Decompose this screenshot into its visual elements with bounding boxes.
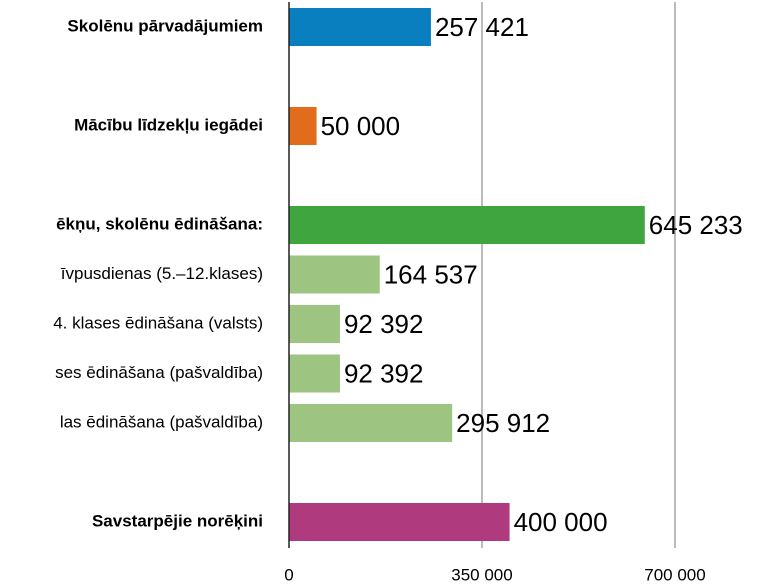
bar <box>289 404 453 442</box>
value-label: 400 000 <box>514 507 608 537</box>
bar <box>289 206 645 244</box>
value-label: 164 537 <box>384 259 478 289</box>
value-label: 50 000 <box>321 111 401 141</box>
x-tick-label: 700 000 <box>644 565 705 584</box>
bar <box>289 305 340 343</box>
bar <box>289 107 317 145</box>
bar <box>289 503 510 541</box>
category-label: ses ēdināšana (pašvaldība) <box>55 363 263 382</box>
value-label: 92 392 <box>344 358 424 388</box>
x-tick-label: 350 000 <box>451 565 512 584</box>
value-label: 645 233 <box>649 210 743 240</box>
category-label: Skolēnu pārvadājumiem <box>67 16 263 35</box>
category-label: Savstarpējie norēķini <box>92 511 263 530</box>
category-label: ēkņu, skolēnu ēdināšana: <box>56 214 263 233</box>
category-label: Mācību līdzekļu iegādei <box>74 115 263 134</box>
bar <box>289 255 380 294</box>
value-label: 295 912 <box>456 408 550 438</box>
x-tick-label: 0 <box>284 565 293 584</box>
category-label: 4. klases ēdināšana (valsts) <box>53 313 263 332</box>
category-label: īvpusdienas (5.–12.klases) <box>61 264 263 283</box>
value-label: 92 392 <box>344 309 424 339</box>
bar <box>289 354 340 393</box>
value-label: 257 421 <box>435 12 529 42</box>
bar <box>289 8 431 46</box>
category-label: las ēdināšana (pašvaldība) <box>60 412 263 431</box>
